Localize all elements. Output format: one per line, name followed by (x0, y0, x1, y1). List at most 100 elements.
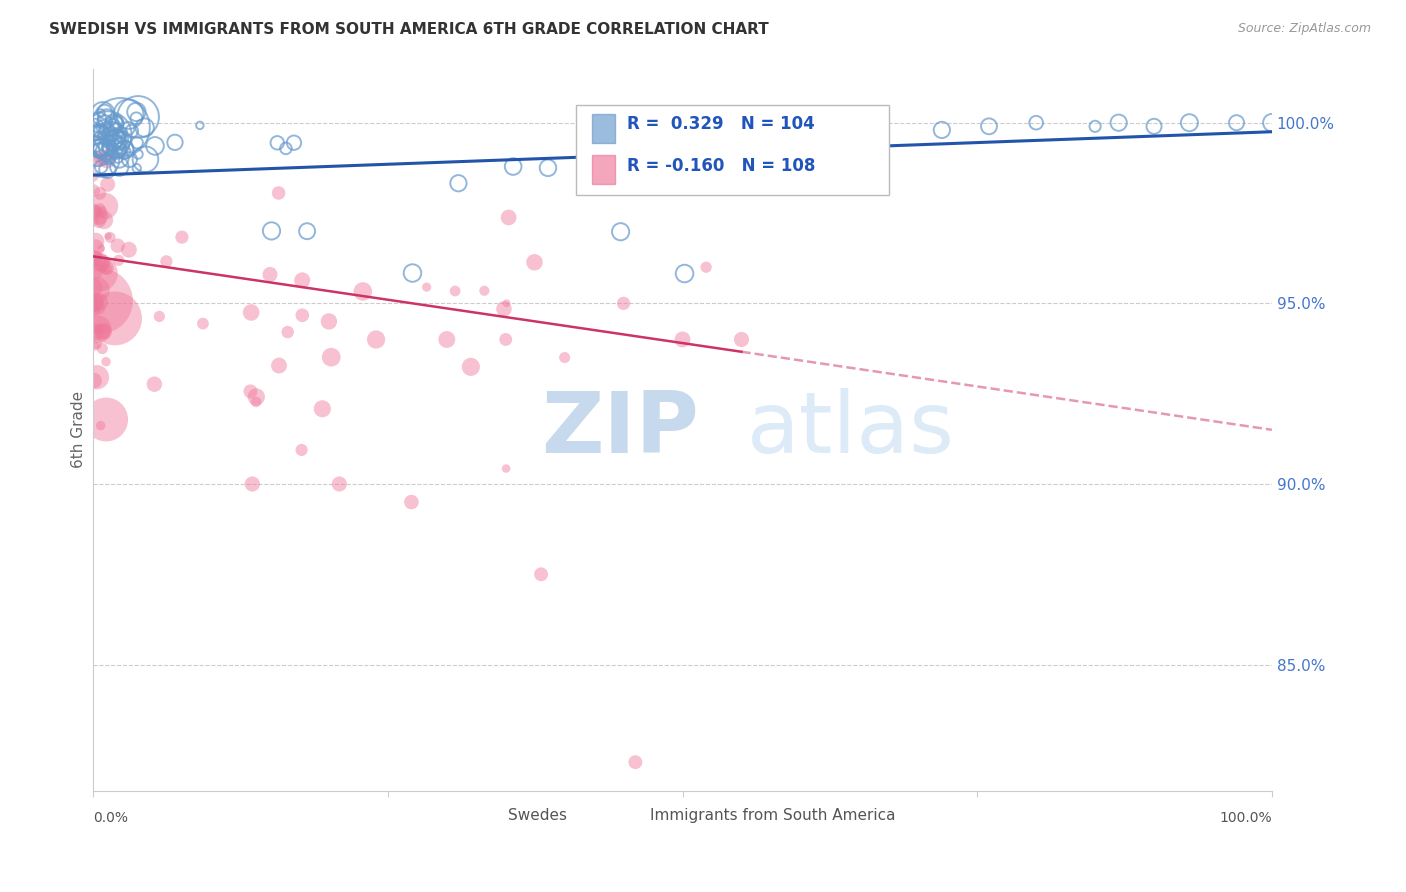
Point (89, 320, 111, 334)
Point (108, 160, 131, 174)
Point (118, 243, 141, 257)
Point (110, 120, 132, 135)
Point (96, 112, 118, 126)
Point (114, 143, 136, 157)
Point (245, 390, 267, 404)
Point (86, 322, 108, 336)
Point (977, 120, 1000, 134)
Point (447, 176, 470, 190)
Point (609, 225, 631, 239)
Point (1108, 116, 1130, 130)
Point (97, 178, 120, 192)
FancyBboxPatch shape (592, 155, 616, 184)
Point (105, 143, 128, 157)
Point (460, 359, 482, 374)
Point (104, 311, 127, 326)
Point (695, 260, 717, 275)
Point (143, 377, 166, 392)
Point (579, 169, 602, 184)
Text: Swedes: Swedes (508, 808, 567, 823)
Point (1084, 120, 1107, 134)
Point (98, 230, 121, 244)
Point (105, 124, 128, 138)
Text: R = -0.160   N = 108: R = -0.160 N = 108 (627, 157, 815, 175)
Point (240, 305, 263, 319)
Point (1025, 116, 1047, 130)
Point (83, 374, 105, 388)
Point (671, 333, 693, 347)
Point (107, 151, 129, 165)
Point (86, 137, 108, 152)
Point (83, 204, 105, 219)
Point (789, 127, 811, 141)
Point (537, 161, 560, 175)
Point (295, 224, 318, 238)
Point (86, 141, 108, 155)
Point (83, 336, 105, 351)
Point (110, 130, 132, 145)
Point (125, 161, 148, 176)
Point (89, 140, 111, 154)
Point (94, 412, 117, 426)
Point (554, 351, 576, 365)
Point (259, 268, 281, 282)
Point (94, 354, 117, 368)
Point (502, 160, 524, 174)
Point (125, 104, 148, 119)
Point (96, 262, 118, 277)
Point (134, 153, 156, 167)
Point (91, 137, 114, 152)
Point (83, 214, 105, 228)
Point (90, 124, 112, 138)
Point (90, 152, 112, 166)
Point (108, 133, 131, 147)
Text: SWEDISH VS IMMIGRANTS FROM SOUTH AMERICA 6TH GRADE CORRELATION CHART: SWEDISH VS IMMIGRANTS FROM SOUTH AMERICA… (49, 22, 769, 37)
Point (84, 338, 107, 352)
Text: atlas: atlas (748, 388, 955, 471)
Text: Source: ZipAtlas.com: Source: ZipAtlas.com (1237, 22, 1371, 36)
Point (90, 140, 112, 154)
Point (101, 121, 124, 136)
Point (318, 314, 340, 328)
Point (848, 120, 870, 134)
Point (495, 296, 517, 310)
Point (83, 299, 105, 313)
Point (163, 136, 186, 150)
Point (89, 210, 111, 224)
Point (117, 121, 139, 136)
Text: 0.0%: 0.0% (93, 811, 128, 825)
Point (170, 230, 193, 244)
Point (86, 370, 108, 384)
FancyBboxPatch shape (464, 804, 501, 827)
Point (87, 213, 110, 227)
Point (97, 128, 120, 143)
Point (96, 140, 118, 154)
Point (352, 285, 374, 299)
Point (495, 461, 517, 475)
Point (93, 104, 115, 119)
Point (98, 141, 121, 155)
Point (530, 567, 553, 582)
Point (87, 126, 110, 140)
Point (1143, 120, 1166, 134)
Text: ZIP: ZIP (541, 388, 699, 471)
Point (267, 186, 290, 200)
Point (91, 342, 114, 356)
Point (104, 114, 127, 128)
Point (114, 143, 136, 157)
Point (93, 152, 115, 166)
Point (1261, 116, 1284, 130)
Point (89, 186, 111, 201)
Point (523, 255, 546, 269)
Point (83, 303, 105, 318)
Point (91, 120, 114, 134)
Point (115, 144, 138, 158)
Point (107, 238, 129, 252)
Point (328, 477, 350, 491)
Point (125, 112, 148, 126)
Point (93, 213, 115, 227)
Point (93, 324, 115, 338)
Point (191, 317, 214, 331)
Point (239, 384, 262, 399)
Point (83, 249, 105, 263)
